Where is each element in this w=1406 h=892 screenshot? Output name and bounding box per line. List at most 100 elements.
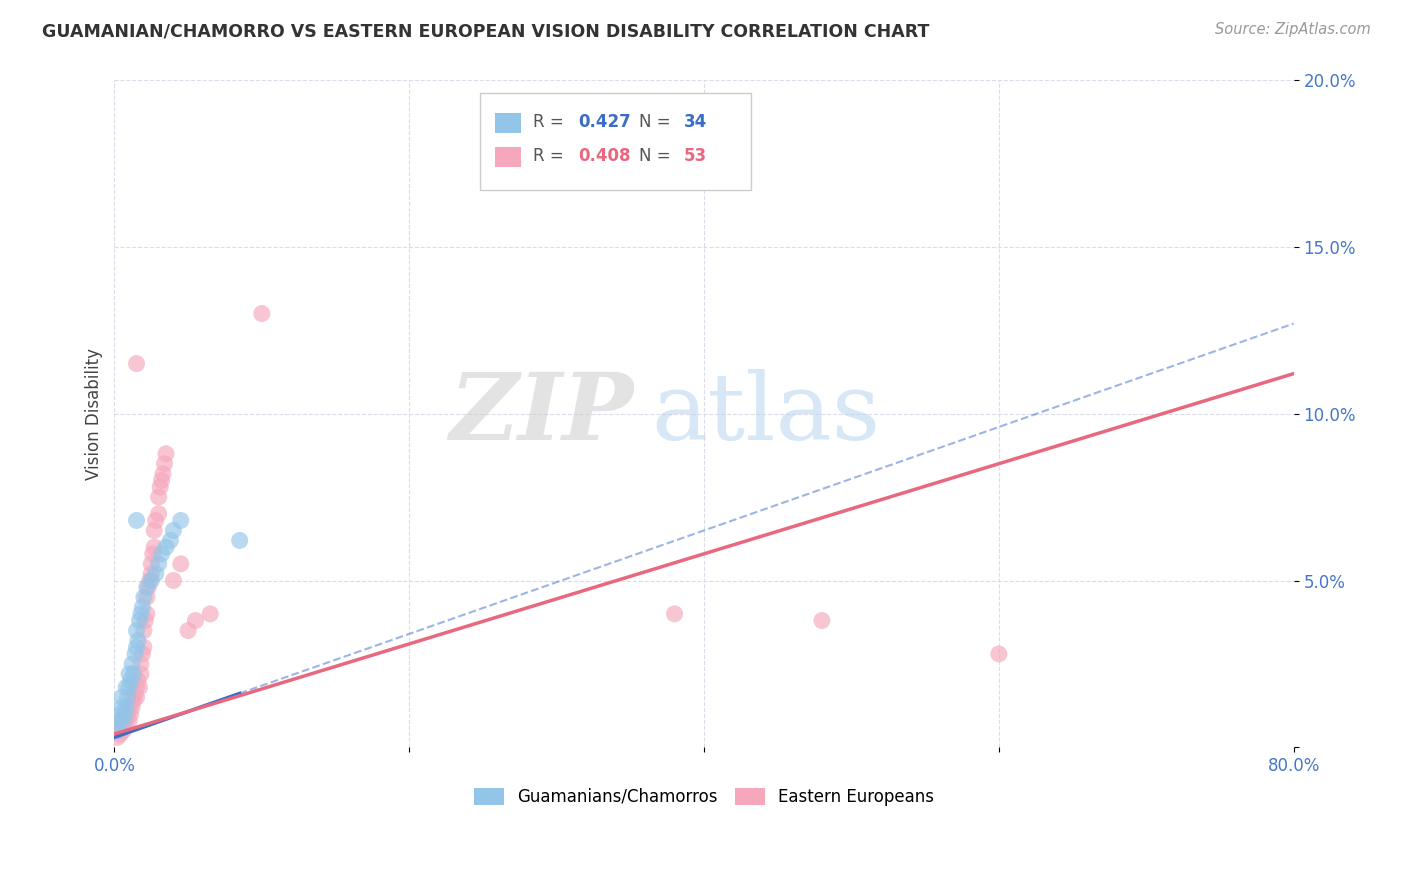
- Point: [108, 723, 131, 738]
- Point: [115, 714, 138, 728]
- Point: [108, 714, 131, 728]
- Point: [141, 557, 163, 571]
- FancyBboxPatch shape: [495, 146, 522, 167]
- Point: [200, 607, 222, 621]
- Text: N =: N =: [640, 146, 676, 165]
- Point: [111, 700, 134, 714]
- Point: [105, 731, 128, 745]
- Legend: Guamanians/Chamorros, Eastern Europeans: Guamanians/Chamorros, Eastern Europeans: [467, 780, 941, 813]
- Point: [110, 727, 132, 741]
- Point: [145, 513, 167, 527]
- Point: [132, 640, 155, 655]
- Point: [143, 540, 166, 554]
- Text: N =: N =: [640, 113, 676, 131]
- Text: R =: R =: [533, 146, 569, 165]
- Point: [118, 700, 141, 714]
- Point: [142, 547, 165, 561]
- Point: [105, 723, 128, 738]
- Point: [143, 524, 166, 538]
- Point: [124, 647, 146, 661]
- Point: [987, 647, 1010, 661]
- Point: [122, 693, 145, 707]
- Point: [125, 690, 148, 705]
- Point: [127, 673, 149, 688]
- Point: [115, 680, 138, 694]
- Point: [117, 690, 139, 705]
- FancyBboxPatch shape: [479, 94, 751, 190]
- Point: [155, 540, 177, 554]
- Point: [129, 667, 152, 681]
- Point: [129, 657, 152, 671]
- Point: [134, 614, 156, 628]
- Text: 34: 34: [683, 113, 707, 131]
- Point: [117, 706, 139, 721]
- Point: [111, 714, 134, 728]
- Point: [128, 680, 150, 694]
- Point: [184, 614, 207, 628]
- Text: 0.408: 0.408: [578, 146, 630, 165]
- Text: R =: R =: [533, 113, 569, 131]
- Point: [125, 680, 148, 694]
- Point: [250, 307, 273, 321]
- Point: [131, 647, 153, 661]
- Point: [170, 557, 193, 571]
- Point: [122, 667, 145, 681]
- Point: [148, 507, 170, 521]
- Point: [162, 524, 184, 538]
- Point: [149, 480, 172, 494]
- Text: ZIP: ZIP: [449, 368, 633, 458]
- Point: [132, 590, 155, 604]
- Point: [150, 474, 173, 488]
- Point: [125, 357, 148, 371]
- Point: [118, 680, 141, 694]
- Point: [124, 687, 146, 701]
- Point: [125, 640, 148, 655]
- Point: [141, 566, 163, 581]
- Point: [121, 700, 143, 714]
- Point: [115, 700, 138, 714]
- Point: [131, 600, 153, 615]
- Point: [150, 547, 173, 561]
- Point: [155, 447, 177, 461]
- Point: [141, 574, 163, 588]
- Point: [125, 513, 148, 527]
- Point: [153, 457, 176, 471]
- Point: [135, 590, 157, 604]
- FancyBboxPatch shape: [495, 113, 522, 134]
- Point: [152, 467, 174, 481]
- Point: [112, 723, 135, 738]
- Point: [112, 714, 135, 728]
- Text: GUAMANIAN/CHAMORRO VS EASTERN EUROPEAN VISION DISABILITY CORRELATION CHART: GUAMANIAN/CHAMORRO VS EASTERN EUROPEAN V…: [42, 22, 929, 40]
- Point: [111, 690, 134, 705]
- Y-axis label: Vision Disability: Vision Disability: [86, 348, 103, 480]
- Point: [148, 557, 170, 571]
- Point: [114, 717, 136, 731]
- Point: [177, 624, 200, 638]
- Point: [145, 566, 167, 581]
- Text: atlas: atlas: [651, 368, 880, 458]
- Text: Source: ZipAtlas.com: Source: ZipAtlas.com: [1215, 22, 1371, 37]
- Point: [110, 706, 132, 721]
- Point: [135, 607, 157, 621]
- Text: 0.427: 0.427: [578, 113, 631, 131]
- Point: [120, 706, 142, 721]
- Point: [121, 657, 143, 671]
- Point: [162, 574, 184, 588]
- Point: [127, 633, 149, 648]
- Point: [121, 690, 143, 705]
- Point: [664, 607, 686, 621]
- Point: [139, 574, 162, 588]
- Point: [159, 533, 181, 548]
- Text: 53: 53: [683, 146, 707, 165]
- Point: [136, 580, 159, 594]
- Point: [111, 720, 134, 734]
- Point: [170, 513, 193, 527]
- Point: [118, 667, 141, 681]
- Point: [148, 490, 170, 504]
- Point: [114, 706, 136, 721]
- Point: [129, 607, 152, 621]
- Point: [228, 533, 250, 548]
- Point: [128, 614, 150, 628]
- Point: [120, 673, 142, 688]
- Point: [125, 624, 148, 638]
